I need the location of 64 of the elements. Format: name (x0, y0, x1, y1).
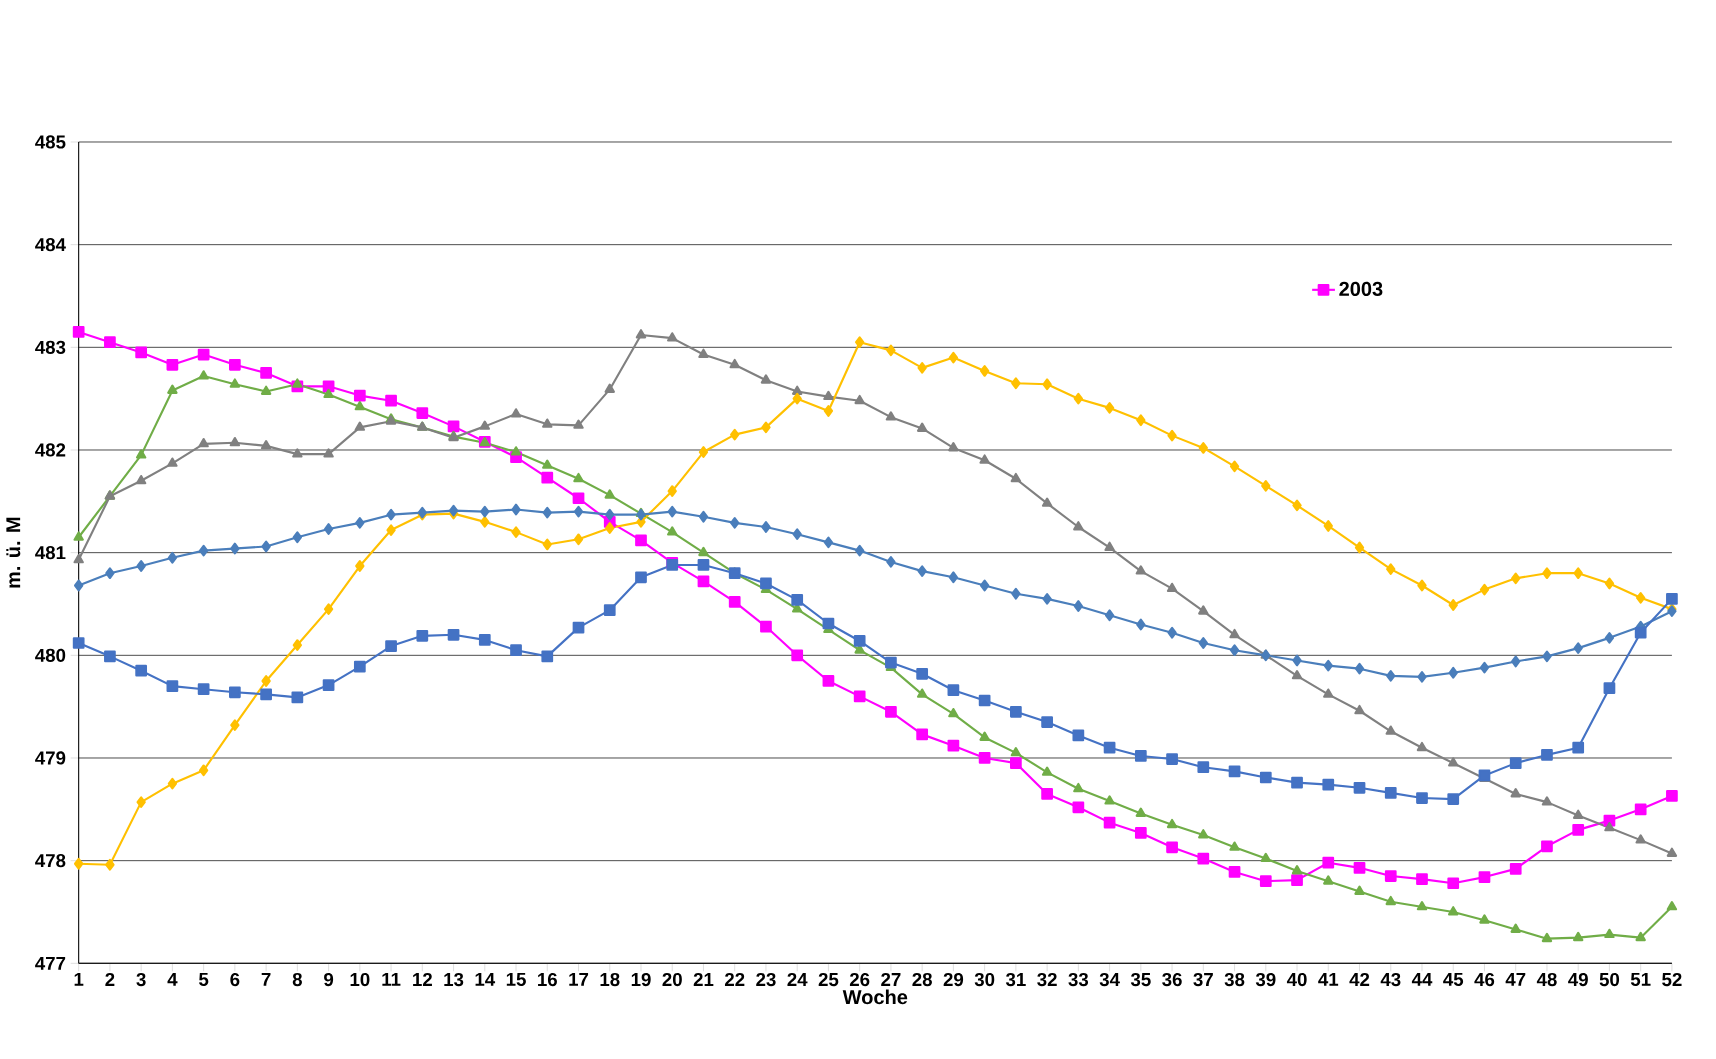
y-tick-label: 484 (35, 238, 66, 252)
x-tick-label: 15 (506, 973, 526, 987)
x-tick-label: 33 (1068, 973, 1089, 987)
y-tick-label: 477 (35, 957, 66, 970)
x-axis-title: Woche (842, 989, 908, 1005)
y-tick-label: 482 (35, 443, 66, 457)
y-tick-label: 483 (35, 340, 66, 355)
x-tick-label: 21 (693, 973, 714, 987)
x-tick-label: 29 (943, 973, 964, 987)
x-tick-label: 1 (74, 973, 84, 986)
x-tick-label: 19 (631, 973, 651, 987)
y-tick-label: 478 (35, 854, 66, 868)
x-tick-label: 50 (1599, 973, 1620, 987)
x-tick-label: 41 (1318, 973, 1339, 986)
x-tick-label: 39 (1255, 973, 1276, 987)
x-tick-label: 26 (849, 973, 870, 987)
x-tick-label: 16 (538, 973, 557, 987)
y-axis-title: m. ü. M (6, 517, 21, 588)
x-tick-label: 7 (261, 973, 271, 986)
x-tick-label: 42 (1349, 973, 1370, 987)
x-tick-label: 23 (756, 973, 776, 987)
x-tick-label: 17 (569, 973, 589, 986)
x-tick-label: 9 (324, 973, 334, 987)
x-tick-label: 2 (105, 973, 115, 987)
x-tick-label: 45 (1443, 973, 1464, 987)
x-tick-label: 22 (724, 973, 745, 987)
x-tick-label: 40 (1286, 973, 1307, 987)
x-tick-label: 31 (1005, 973, 1026, 987)
x-tick-label: 48 (1536, 973, 1557, 987)
x-tick-label: 47 (1505, 973, 1526, 986)
x-tick-label: 11 (382, 973, 401, 986)
x-tick-label: 51 (1630, 973, 1651, 987)
x-tick-label: 32 (1037, 973, 1057, 987)
x-tick-label: 34 (1099, 973, 1120, 987)
x-tick-label: 35 (1130, 973, 1151, 987)
x-tick-label: 14 (475, 973, 496, 986)
y-tick-label: 485 (35, 135, 66, 149)
x-tick-label: 4 (167, 973, 178, 986)
y-tick-label: 481 (35, 546, 66, 560)
x-tick-label: 28 (912, 973, 932, 987)
legend-label: 2003 (1339, 282, 1383, 297)
y-tick-label: 479 (35, 751, 66, 765)
x-tick-label: 25 (818, 973, 839, 987)
y-tick-label: 480 (35, 648, 66, 663)
x-tick-label: 36 (1162, 973, 1182, 987)
x-tick-label: 18 (600, 973, 620, 987)
x-tick-label: 10 (350, 973, 370, 987)
x-tick-label: 20 (662, 973, 682, 987)
x-tick-label: 43 (1380, 973, 1401, 987)
x-tick-label: 52 (1662, 973, 1682, 987)
x-tick-label: 44 (1411, 973, 1433, 986)
x-tick-label: 3 (136, 973, 146, 987)
x-tick-label: 5 (199, 973, 209, 987)
x-tick-label: 27 (881, 973, 901, 987)
x-tick-label: 46 (1474, 973, 1495, 987)
x-tick-label: 6 (230, 973, 240, 987)
x-tick-label: 30 (974, 973, 995, 987)
x-tick-label: 24 (787, 973, 808, 987)
x-tick-label: 12 (413, 973, 432, 987)
x-tick-label: 49 (1568, 973, 1588, 987)
x-tick-label: 13 (444, 973, 464, 987)
x-tick-label: 38 (1224, 973, 1245, 987)
x-tick-label: 8 (292, 973, 302, 987)
x-tick-label: 37 (1193, 973, 1213, 987)
